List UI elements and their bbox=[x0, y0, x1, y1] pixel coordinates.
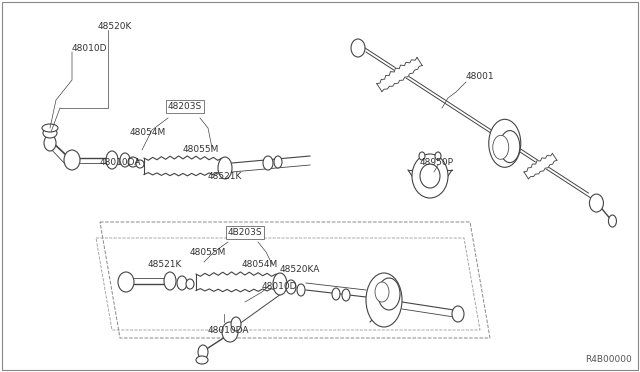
Text: 48010D: 48010D bbox=[72, 44, 108, 53]
Ellipse shape bbox=[489, 119, 521, 167]
Ellipse shape bbox=[128, 157, 138, 167]
Ellipse shape bbox=[493, 135, 509, 159]
Text: 48010DA: 48010DA bbox=[100, 158, 141, 167]
Text: 48054M: 48054M bbox=[130, 128, 166, 137]
Ellipse shape bbox=[263, 156, 273, 170]
Ellipse shape bbox=[420, 164, 440, 188]
Text: 48520KA: 48520KA bbox=[280, 265, 321, 274]
Ellipse shape bbox=[412, 154, 448, 198]
Polygon shape bbox=[377, 57, 422, 92]
Text: 48521K: 48521K bbox=[148, 260, 182, 269]
Text: 48203S: 48203S bbox=[168, 102, 202, 111]
Ellipse shape bbox=[435, 152, 441, 160]
Ellipse shape bbox=[43, 128, 57, 138]
Ellipse shape bbox=[198, 345, 208, 359]
Ellipse shape bbox=[64, 150, 80, 170]
Ellipse shape bbox=[609, 215, 616, 227]
Text: 48055M: 48055M bbox=[183, 145, 220, 154]
Text: 48950P: 48950P bbox=[420, 158, 454, 167]
Ellipse shape bbox=[500, 131, 520, 163]
Polygon shape bbox=[196, 272, 276, 292]
Text: 48054M: 48054M bbox=[242, 260, 278, 269]
Text: R4B00000: R4B00000 bbox=[585, 355, 632, 364]
Polygon shape bbox=[144, 156, 222, 176]
Ellipse shape bbox=[589, 194, 604, 212]
Text: 48055M: 48055M bbox=[190, 248, 227, 257]
Ellipse shape bbox=[231, 317, 241, 331]
Ellipse shape bbox=[332, 288, 340, 300]
Ellipse shape bbox=[118, 272, 134, 292]
Text: 4B203S: 4B203S bbox=[228, 228, 262, 237]
Ellipse shape bbox=[120, 153, 130, 167]
Text: 48520K: 48520K bbox=[98, 22, 132, 31]
Ellipse shape bbox=[273, 273, 287, 295]
Ellipse shape bbox=[196, 356, 208, 364]
Ellipse shape bbox=[42, 124, 58, 132]
Ellipse shape bbox=[297, 284, 305, 296]
Polygon shape bbox=[524, 153, 557, 179]
Text: 48521K: 48521K bbox=[208, 172, 243, 181]
Ellipse shape bbox=[222, 322, 238, 342]
Ellipse shape bbox=[342, 289, 350, 301]
Ellipse shape bbox=[452, 306, 464, 322]
Ellipse shape bbox=[177, 276, 187, 290]
Ellipse shape bbox=[274, 156, 282, 168]
Ellipse shape bbox=[106, 151, 118, 169]
Ellipse shape bbox=[351, 39, 365, 57]
Ellipse shape bbox=[286, 280, 296, 294]
Ellipse shape bbox=[378, 278, 400, 310]
Text: 48010D: 48010D bbox=[262, 282, 298, 291]
Text: 48010DA: 48010DA bbox=[208, 326, 250, 335]
Ellipse shape bbox=[366, 273, 402, 327]
Ellipse shape bbox=[186, 279, 194, 289]
Ellipse shape bbox=[375, 282, 389, 302]
Ellipse shape bbox=[136, 160, 144, 168]
Ellipse shape bbox=[44, 135, 56, 151]
Ellipse shape bbox=[218, 157, 232, 179]
Text: 48001: 48001 bbox=[466, 72, 495, 81]
Ellipse shape bbox=[164, 272, 176, 290]
Ellipse shape bbox=[419, 152, 425, 160]
